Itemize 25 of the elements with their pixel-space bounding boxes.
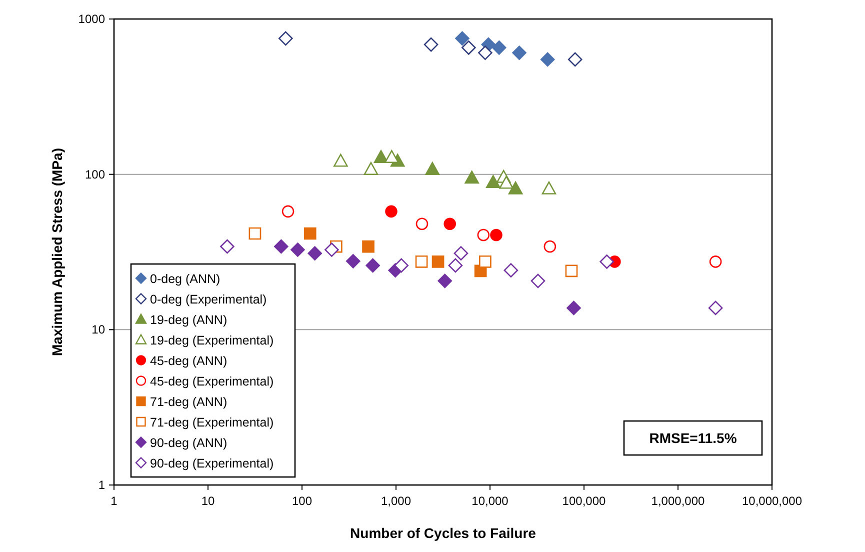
y-tick-label: 10 [92, 322, 106, 337]
legend-label: 19-deg (Experimental) [150, 333, 274, 348]
x-axis-title: Number of Cycles to Failure [350, 525, 536, 541]
legend-label: 90-deg (ANN) [150, 436, 228, 450]
legend-label: 45-deg (ANN) [150, 354, 228, 368]
legend-label: 19-deg (ANN) [150, 312, 228, 327]
y-tick-label: 1000 [78, 12, 106, 26]
x-tick-label: 10,000,000 [742, 494, 802, 508]
x-tick-label: 100 [292, 494, 312, 508]
legend-label: 71-deg (Experimental) [150, 415, 274, 430]
x-tick-label: 10,000 [472, 494, 509, 508]
y-tick-label: 100 [84, 167, 106, 182]
x-tick-label: 1 [110, 494, 118, 508]
x-tick-label: 10 [201, 494, 215, 508]
legend-label: 0-deg (ANN) [150, 272, 220, 286]
x-tick-label: 1,000,000 [651, 494, 706, 508]
y-tick-label: 1 [98, 478, 106, 492]
x-tick-label: 100,000 [562, 494, 606, 508]
y-axis-title: Maximum Applied Stress (MPa) [49, 148, 65, 356]
legend-label: 0-deg (Experimental) [150, 292, 267, 306]
legend-label: 71-deg (ANN) [150, 394, 228, 409]
legend-label: 45-deg (Experimental) [150, 374, 274, 388]
x-tick-label: 1,000 [380, 494, 412, 508]
annotation: RMSE=11.5% [649, 430, 738, 446]
legend-label: 90-deg (Experimental) [150, 456, 274, 470]
